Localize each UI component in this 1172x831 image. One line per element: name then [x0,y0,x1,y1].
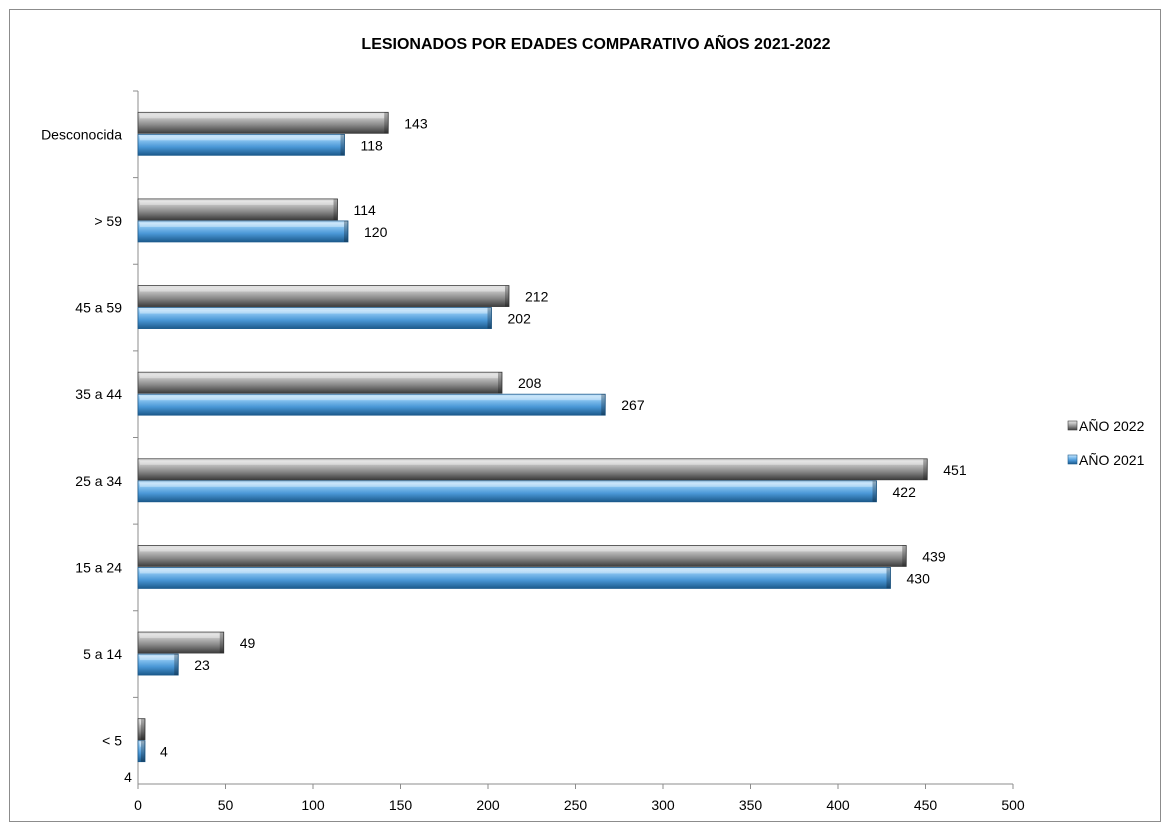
data-label-a-o-2022: 143 [404,115,428,131]
bar-a-o-2022-45-a-59 [137,285,510,307]
legend: AÑO 2022 AÑO 2021 [1067,418,1145,468]
bar-end-cap [174,654,179,676]
x-tick-label: 250 [564,797,588,813]
bar-end-cap [872,480,877,502]
chart-title: LESIONADOS POR EDADES COMPARATIVO AÑOS 2… [361,33,830,53]
data-label-a-o-2022: 208 [518,375,542,391]
x-tick-label: 400 [826,797,850,813]
data-label-a-o-2022: 439 [922,548,946,564]
bar-end-cap [141,740,145,762]
bar-end-cap [498,372,502,394]
bar-a-o-2021-25-a-34 [137,480,877,503]
bar-a-o-2022-5 [137,718,146,741]
data-label-a-o-2021: 118 [361,137,384,153]
category-label: 15 a 24 [75,559,122,575]
data-label-a-o-2022: 451 [943,462,967,478]
bar-a-o-2022-desconocida [137,111,389,134]
bar-highlight [140,460,924,465]
bar-a-o-2022-5-a-14 [137,631,225,654]
category-label: < 5 [102,733,122,749]
x-tick-label: 450 [914,797,938,813]
x-tick-label: 350 [739,797,763,813]
legend-label-a-o-2022: AÑO 2022 [1079,418,1145,434]
bar-end-cap [923,458,928,480]
bar-highlight [140,547,903,552]
bar-a-o-2022-25-a-34 [137,458,928,481]
data-label-a-o-2022: 114 [354,202,377,218]
bar-highlight [140,720,141,725]
bar-a-o-2022-59 [137,198,338,221]
bar-highlight [140,569,887,574]
bar-end-cap [340,134,345,156]
bar-highlight [140,222,344,227]
bar-end-cap [141,718,145,740]
bar-a-o-2022-35-a-44 [137,371,503,394]
data-label-a-o-2022: 4 [124,769,132,785]
bar-highlight [140,634,220,639]
bar-end-cap [505,285,509,307]
x-tick-label: 500 [1001,797,1025,813]
data-label-a-o-2021: 4 [160,744,168,760]
bar-highlight [140,287,505,292]
bar-a-o-2021-5-a-14 [137,653,179,676]
bar-highlight [140,396,602,401]
legend-label-a-o-2021: AÑO 2021 [1079,452,1145,468]
bar-end-cap [487,307,492,329]
x-tick-label: 0 [134,797,142,813]
bar-end-cap [601,394,606,416]
legend-swatch-a-o-2022 [1067,420,1078,431]
bar-highlight [140,656,175,661]
bar-highlight [140,374,498,379]
data-label-a-o-2021: 23 [194,657,210,673]
bar-end-cap [902,545,907,567]
category-label: 25 a 34 [75,473,122,489]
bar-a-o-2021-45-a-59 [137,307,492,329]
bar-highlight [140,200,334,205]
category-label: 45 a 59 [75,300,122,316]
x-tick-label: 100 [301,797,325,813]
bar-a-o-2021-59 [137,220,349,243]
bar-highlight [140,742,141,747]
x-tick-label: 50 [218,797,234,813]
bar-end-cap [886,567,891,589]
bar-end-cap [384,112,389,134]
bar-highlight [140,309,488,314]
bar-a-o-2021-desconocida [137,133,345,156]
plot-area: 0 50 100 150 200 250 300 350 400 450 500 Desconocid… [41,90,1025,813]
bar-end-cap [333,198,338,220]
bar-highlight [140,136,341,141]
bar-a-o-2021-15-a-24 [137,567,891,589]
data-label-a-o-2021: 430 [907,570,931,586]
data-label-a-o-2021: 120 [364,224,388,240]
bar-end-cap [344,220,348,242]
bar-a-o-2021-5 [137,740,146,763]
bar-highlight [140,482,873,487]
x-tick-label: 200 [476,797,500,813]
legend-swatch-a-o-2021 [1067,454,1078,465]
data-label-a-o-2022: 49 [240,635,256,651]
data-label-a-o-2021: 422 [893,484,917,500]
category-label: > 59 [94,213,122,229]
data-label-a-o-2021: 202 [508,311,532,327]
bar-a-o-2022-15-a-24 [137,545,907,567]
category-label: Desconocida [41,126,122,142]
data-label-a-o-2021: 267 [621,397,645,413]
data-label-a-o-2022: 212 [525,289,549,305]
x-tick-label: 300 [651,797,675,813]
bar-end-cap [219,632,224,654]
x-tick-label: 150 [389,797,413,813]
category-label: 5 a 14 [83,646,122,662]
category-label: 35 a 44 [75,386,122,402]
bar-highlight [140,114,385,119]
bar-a-o-2021-35-a-44 [137,393,606,416]
